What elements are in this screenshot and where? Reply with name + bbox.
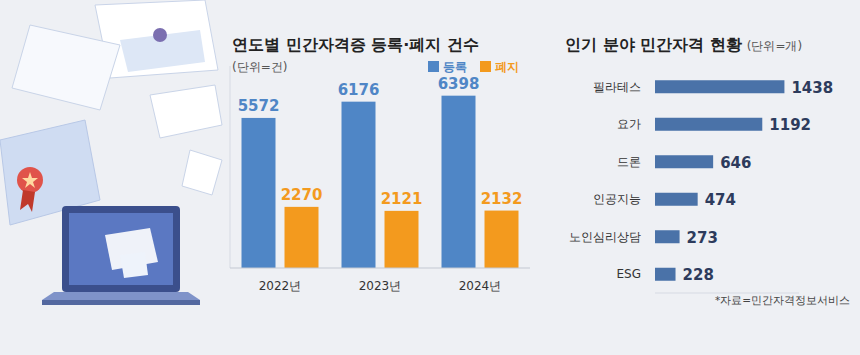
root: 연도별 민간자격증 등록·폐지 건수 (단위=건) 등록 폐지 5572 2270 2022…: [0, 0, 860, 355]
bars: [655, 80, 784, 281]
bar: [285, 207, 319, 268]
legend-label: 폐지: [495, 60, 519, 74]
ribbon: [17, 167, 43, 193]
y-tick-label: 필라테스: [593, 80, 641, 94]
illustration: [0, 0, 222, 305]
source: *자료=민간자격정보서비스: [715, 294, 850, 306]
bar: [655, 118, 762, 131]
canvas: 연도별 민간자격증 등록·폐지 건수 (단위=건) 등록 폐지 5572 2270 2022…: [0, 0, 860, 355]
y-axis: [230, 66, 231, 268]
title-text: 인기 분야 민간자격 현황: [565, 35, 742, 54]
laptop-display: [69, 213, 173, 285]
data-label: 6398: [438, 75, 480, 93]
star: [22, 172, 38, 188]
data-label: 1438: [791, 79, 833, 97]
bar: [655, 155, 713, 168]
bar: [485, 211, 519, 268]
bar: [442, 96, 476, 268]
title: 연도별 민간자격증 등록·폐지 건수: [232, 35, 479, 54]
data-label: 5572: [238, 97, 280, 115]
chart-popular-fields: 인기 분야 민간자격 현황 (단위=개) 1438 필라테스 1192 요가 646 드론 47…: [565, 35, 850, 306]
x-tick-label: 2024년: [459, 279, 502, 293]
laptop-screen: [62, 206, 180, 292]
paper: [12, 25, 120, 110]
data-label: 6176: [338, 81, 380, 99]
data-label: 646: [720, 154, 751, 172]
data-label: 2270: [281, 186, 323, 204]
bar: [342, 102, 376, 268]
bar: [655, 268, 676, 281]
title: 인기 분야 민간자격 현황 (단위=개): [565, 35, 802, 54]
bars: [242, 96, 519, 268]
bar: [655, 193, 698, 206]
bar: [385, 211, 419, 268]
bar: [655, 80, 784, 93]
data-label: 1192: [769, 116, 811, 134]
data-label: 228: [683, 266, 714, 284]
data-label: 273: [687, 229, 718, 247]
y-tick-label: 인공지능: [593, 192, 641, 206]
legend-swatch: [480, 61, 491, 72]
ribbon: [20, 190, 35, 212]
y-tick-label: 드론: [617, 155, 641, 169]
subtitle: (단위=건): [232, 60, 287, 74]
legend-swatch: [428, 61, 439, 72]
x-tick-label: 2022년: [259, 279, 302, 293]
y-tick-label: 노인심리상담: [569, 230, 641, 244]
subtitle: (단위=개): [747, 39, 802, 53]
data-label: 2121: [381, 190, 423, 208]
paper: [150, 85, 222, 138]
background: [0, 0, 860, 355]
paper: [120, 252, 148, 278]
legend-label: 등록: [443, 60, 467, 74]
x-axis: [230, 268, 530, 269]
bar: [242, 118, 276, 268]
chart-registration: 연도별 민간자격증 등록·폐지 건수 (단위=건) 등록 폐지 5572 2270 2022…: [230, 35, 530, 293]
bar: [655, 230, 680, 243]
data-label: 474: [705, 191, 736, 209]
paper: [182, 150, 222, 195]
x-tick-label: 2023년: [359, 279, 402, 293]
data-label: 2132: [481, 190, 523, 208]
seal: [153, 28, 167, 42]
laptop-edge: [42, 300, 200, 305]
y-tick-label: 요가: [617, 117, 641, 131]
laptop-base: [42, 292, 200, 300]
y-tick-label: ESG: [617, 267, 642, 281]
